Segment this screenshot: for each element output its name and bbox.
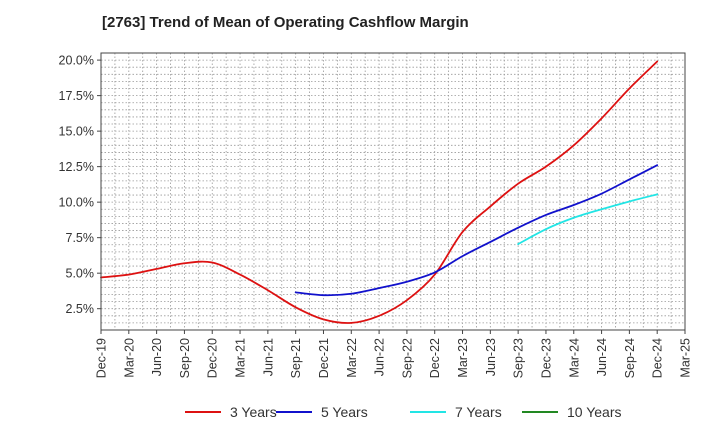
y-tick-label: 12.5% xyxy=(59,160,94,174)
x-tick-label: Dec-19 xyxy=(95,338,109,378)
y-tick-label: 10.0% xyxy=(59,196,94,210)
plot-frame xyxy=(100,52,686,331)
x-tick-label: Dec-21 xyxy=(317,338,331,378)
y-tick-label: 20.0% xyxy=(59,54,94,68)
legend-item-7-years: 7 Years xyxy=(410,404,502,420)
x-tick-label: Jun-20 xyxy=(150,338,164,376)
x-tick-label: Mar-20 xyxy=(122,338,136,378)
x-tick-label: Mar-22 xyxy=(345,338,359,378)
series-line-3-years xyxy=(100,60,659,324)
x-tick-label: Dec-24 xyxy=(651,338,665,378)
x-tick-label: Dec-20 xyxy=(206,338,220,378)
series-layer xyxy=(100,60,659,324)
plot-area: 2.5% 5.0% 7.5% 10.0% 12.5% 15.0% 17.5% 20.0% Dec… xyxy=(59,52,693,379)
legend: 3 Years 5 Years 7 Years 10 Years xyxy=(0,404,720,426)
legend-label: 5 Years xyxy=(321,404,368,420)
legend-swatch xyxy=(185,411,221,413)
x-tick-label: Mar-23 xyxy=(456,338,470,378)
legend-label: 10 Years xyxy=(567,404,622,420)
grid-layer xyxy=(101,53,685,330)
x-tick-label: Sep-23 xyxy=(512,338,526,378)
x-tick-label: Mar-21 xyxy=(234,338,248,378)
legend-label: 3 Years xyxy=(230,404,277,420)
x-tick-label: Sep-21 xyxy=(289,338,303,378)
y-tick-label: 7.5% xyxy=(66,231,95,245)
legend-swatch xyxy=(410,411,446,413)
x-tick-label: Dec-22 xyxy=(428,338,442,378)
legend-swatch xyxy=(522,411,558,413)
y-tick-label: 17.5% xyxy=(59,89,94,103)
y-tick-label: 2.5% xyxy=(66,302,95,316)
x-tick-label: Dec-23 xyxy=(539,338,553,378)
legend-item-10-years: 10 Years xyxy=(522,404,622,420)
legend-item-3-years: 3 Years xyxy=(185,404,277,420)
legend-swatch xyxy=(276,411,312,413)
x-tick-label: Sep-20 xyxy=(178,338,192,378)
chart-title: [2763] Trend of Mean of Operating Cashfl… xyxy=(102,14,469,31)
series-line-5-years xyxy=(294,164,659,297)
x-tick-label: Sep-22 xyxy=(400,338,414,378)
x-tick-label: Jun-23 xyxy=(484,338,498,376)
tick-layer: 2.5% 5.0% 7.5% 10.0% 12.5% 15.0% 17.5% 20.0% Dec… xyxy=(59,54,693,379)
x-tick-label: Jun-21 xyxy=(261,338,275,376)
y-tick-label: 5.0% xyxy=(66,267,95,281)
y-tick-label: 15.0% xyxy=(59,125,94,139)
x-tick-label: Jun-24 xyxy=(595,338,609,376)
series-line-7-years xyxy=(517,193,659,245)
x-tick-label: Sep-24 xyxy=(623,338,637,378)
x-tick-label: Jun-22 xyxy=(373,338,387,376)
x-tick-label: Mar-25 xyxy=(679,338,693,378)
x-tick-label: Mar-24 xyxy=(567,338,581,378)
legend-label: 7 Years xyxy=(455,404,502,420)
legend-item-5-years: 5 Years xyxy=(276,404,368,420)
